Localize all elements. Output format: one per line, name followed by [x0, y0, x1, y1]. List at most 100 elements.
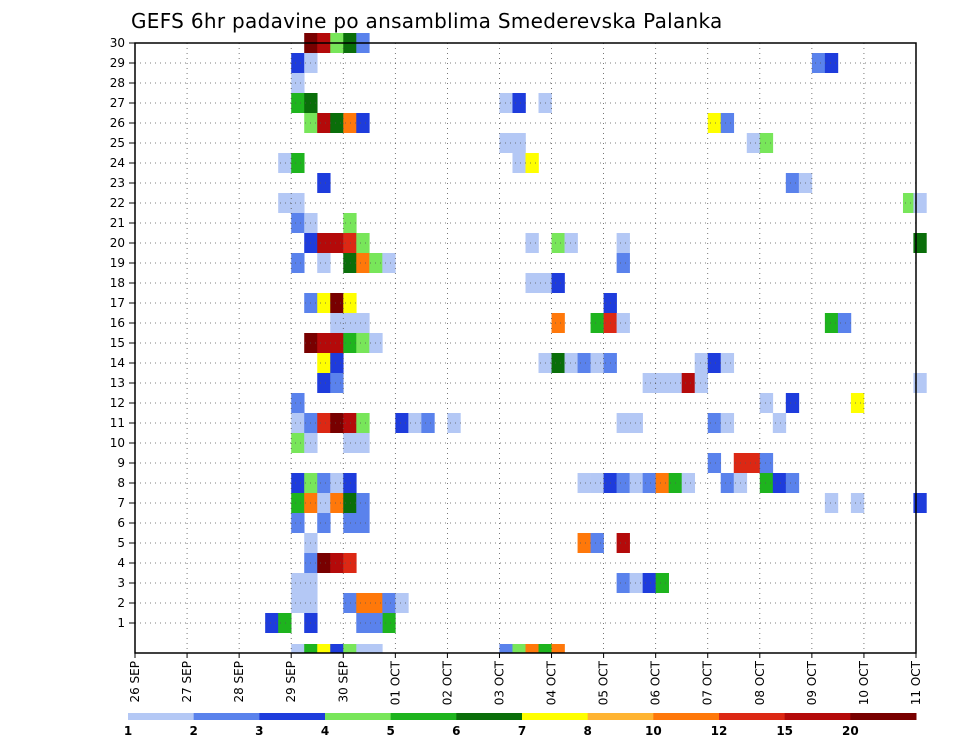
precip-cell: [395, 593, 409, 613]
precip-cell: [317, 173, 331, 193]
precip-cell: [317, 293, 331, 313]
precip-cell: [382, 613, 396, 633]
precip-cell: [343, 433, 357, 453]
precip-cell: [525, 273, 539, 293]
precip-cell: [655, 473, 669, 493]
precip-cell: [642, 473, 656, 493]
precip-cell: [759, 453, 774, 473]
precip-cell: [824, 313, 839, 333]
precip-cell: [343, 644, 357, 653]
precip-cell: [317, 353, 331, 373]
precip-cell: [707, 113, 722, 133]
precip-cell: [512, 93, 526, 113]
precip-cell: [421, 413, 435, 433]
x-tick-label: 07 OCT: [701, 660, 715, 705]
precip-cell: [343, 233, 357, 253]
precip-cell: [291, 153, 305, 173]
x-tick-label: 26 SEP: [128, 661, 142, 703]
precip-cell: [291, 73, 305, 93]
precip-cell: [551, 644, 565, 653]
precip-cell: [291, 644, 305, 653]
y-tick-label: 9: [117, 456, 125, 470]
precip-cell: [564, 353, 578, 373]
y-tick-label: 1: [117, 616, 125, 630]
precip-cell: [772, 473, 787, 493]
precip-cell: [590, 353, 604, 373]
precip-cell: [655, 373, 669, 393]
x-tick-label: 01 OCT: [388, 660, 402, 705]
precip-cell: [356, 593, 370, 613]
y-tick-label: 12: [110, 396, 125, 410]
x-tick-label: 04 OCT: [545, 660, 559, 705]
y-tick-label: 6: [117, 516, 125, 530]
precip-cell: [616, 413, 630, 433]
precip-cell: [382, 253, 396, 273]
y-tick-label: 5: [117, 536, 125, 550]
precip-cell: [343, 113, 357, 133]
x-tick-label: 30 SEP: [336, 661, 350, 703]
precip-cell: [317, 493, 331, 513]
chart-title: GEFS 6hr padavine po ansamblima Smederev…: [131, 9, 723, 33]
precip-cell: [317, 513, 331, 533]
precip-cell: [720, 353, 735, 373]
precip-cell: [824, 53, 839, 73]
precip-cell: [317, 413, 331, 433]
precip-cell: [447, 413, 461, 433]
precip-cell: [356, 433, 370, 453]
x-tick-label: 29 SEP: [284, 661, 298, 703]
precip-cell: [512, 644, 526, 653]
y-tick-label: 8: [117, 476, 125, 490]
precip-cell: [291, 193, 305, 213]
colorbar-segment: [128, 713, 195, 720]
colorbar: 1 2 3 4 5 6 7 8 10 12 15 20: [124, 713, 917, 738]
precip-cell: [512, 133, 526, 153]
precip-cell: [317, 333, 331, 353]
colorbar-label: 3: [255, 724, 263, 738]
precip-cell: [343, 333, 357, 353]
precip-cell: [356, 493, 370, 513]
colorbar-label: 10: [645, 724, 662, 738]
precip-cell: [382, 593, 396, 613]
precip-cell: [499, 133, 513, 153]
precip-cell: [902, 193, 917, 213]
colorbar-label: 7: [518, 724, 526, 738]
precip-cell: [642, 573, 656, 593]
precip-cell: [356, 233, 370, 253]
precip-cell: [759, 133, 774, 153]
precip-cell: [343, 473, 357, 493]
x-tick-label: 05 OCT: [597, 660, 611, 705]
precip-cell: [590, 313, 604, 333]
precip-cell: [655, 573, 669, 593]
grid-layer: [135, 42, 916, 653]
precip-cell: [707, 413, 722, 433]
precip-cell: [291, 213, 305, 233]
precip-cell: [538, 644, 552, 653]
precip-cell: [304, 644, 318, 653]
precip-cell: [356, 513, 370, 533]
colorbar-label: 6: [452, 724, 460, 738]
precip-cell: [720, 413, 735, 433]
precip-cell: [343, 213, 357, 233]
x-tick-label: 02 OCT: [440, 660, 454, 705]
precip-cell: [291, 473, 305, 493]
x-tick-label: 28 SEP: [232, 661, 246, 703]
precip-cell: [330, 553, 344, 573]
precip-cell: [291, 93, 305, 113]
precip-cell: [265, 613, 279, 633]
precip-cell: [694, 353, 709, 373]
precip-cell: [551, 353, 565, 373]
y-tick-label: 7: [117, 496, 125, 510]
precip-cell: [707, 453, 722, 473]
precip-cell: [681, 373, 696, 393]
precip-cell: [356, 333, 370, 353]
colorbar-label: 8: [583, 724, 591, 738]
precip-cell: [590, 533, 604, 553]
y-tick-label: 23: [110, 176, 125, 190]
colorbar-label: 12: [711, 724, 728, 738]
precip-cell: [590, 473, 604, 493]
precip-cell: [369, 644, 383, 653]
precip-cell: [343, 493, 357, 513]
precip-cell: [356, 313, 370, 333]
precip-cell: [317, 373, 331, 393]
precip-cell: [330, 293, 344, 313]
